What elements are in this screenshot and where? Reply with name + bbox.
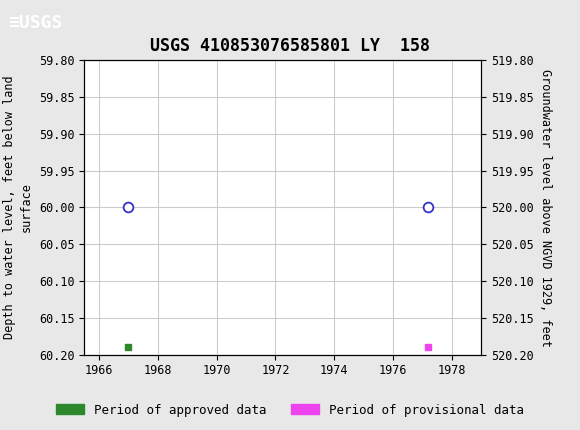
Text: ≡USGS: ≡USGS [9, 14, 63, 31]
Y-axis label: Depth to water level, feet below land
surface: Depth to water level, feet below land su… [3, 76, 33, 339]
Y-axis label: Groundwater level above NGVD 1929, feet: Groundwater level above NGVD 1929, feet [539, 68, 552, 347]
Legend: Period of approved data, Period of provisional data: Period of approved data, Period of provi… [51, 399, 529, 421]
Text: USGS 410853076585801 LY  158: USGS 410853076585801 LY 158 [150, 37, 430, 55]
